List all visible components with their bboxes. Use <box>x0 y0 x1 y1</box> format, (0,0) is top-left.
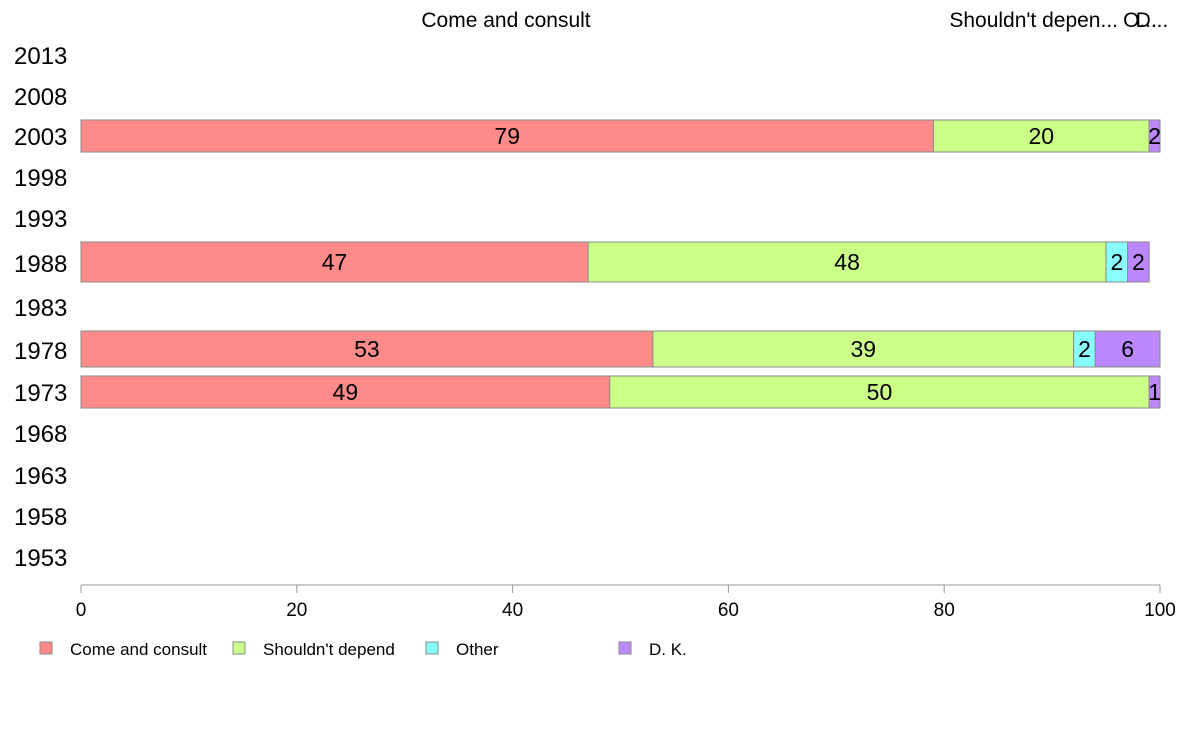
y-tick-label-1978: 1978 <box>14 338 67 365</box>
legend-label-3: D. K. <box>649 640 687 659</box>
data-label-1978-shouldn-t-depend: 39 <box>850 336 876 362</box>
y-axis-labels: 2013 2008 2003 1998 1993 1988 1983 1978 1973 1968… <box>14 43 67 572</box>
y-tick-label-1973: 1973 <box>14 380 67 407</box>
bar-1978-come-and-consult <box>80 330 654 368</box>
top-label-2: O... <box>1123 9 1157 32</box>
data-label-1973-come-and-consult: 49 <box>333 379 359 405</box>
data-label-1973-d-k-: 1 <box>1148 379 1161 405</box>
legend-swatch-0 <box>39 641 53 655</box>
x-tick-label-60: 60 <box>718 600 739 621</box>
data-label-1978-d-k-: 6 <box>1121 336 1134 362</box>
data-label-1988-come-and-consult: 47 <box>322 249 348 275</box>
x-tick-label-0: 0 <box>76 600 87 621</box>
bar-1988-d-k- <box>1127 241 1150 283</box>
top-label-3: D... <box>1136 9 1169 32</box>
legend-swatch-2 <box>425 641 439 655</box>
x-tick-label-20: 20 <box>286 600 307 621</box>
bar-1973-come-and-consult <box>80 375 611 409</box>
y-tick-label-1963: 1963 <box>14 463 67 490</box>
data-label-1988-d-k-: 2 <box>1132 249 1145 275</box>
y-tick-label-1998: 1998 <box>14 165 67 192</box>
x-tick-label-100: 100 <box>1144 600 1176 621</box>
data-label-1988-shouldn-t-depend: 48 <box>834 249 860 275</box>
legend: Come and consult Shouldn't depend Other D. … <box>39 640 687 659</box>
bar-2003-shouldn-t-depend <box>932 119 1150 153</box>
top-segment-labels: Come and consult Shouldn't depen... O...D.… <box>421 9 1168 32</box>
y-tick-label-2003: 2003 <box>14 124 67 151</box>
data-label-2003-d-k-: 2 <box>1148 123 1161 149</box>
data-label-1973-shouldn-t-depend: 50 <box>867 379 893 405</box>
legend-swatch-3 <box>618 641 632 655</box>
y-tick-label-1993: 1993 <box>14 206 67 233</box>
data-label-1988-other: 2 <box>1110 249 1123 275</box>
bar-1978-shouldn-t-depend <box>652 330 1075 368</box>
legend-label-0: Come and consult <box>70 640 207 659</box>
data-label-1978-come-and-consult: 53 <box>354 336 380 362</box>
bar-1978-d-k- <box>1094 330 1161 368</box>
legend-swatch-1 <box>232 641 246 655</box>
y-tick-label-1958: 1958 <box>14 504 67 531</box>
y-tick-label-2013: 2013 <box>14 43 67 70</box>
data-label-2003-come-and-consult: 79 <box>494 123 520 149</box>
top-label-1: Shouldn't depen... <box>949 9 1118 32</box>
y-tick-label-2008: 2008 <box>14 84 67 111</box>
legend-label-2: Other <box>456 640 499 659</box>
data-label-1978-other: 2 <box>1078 336 1091 362</box>
y-tick-label-1953: 1953 <box>14 545 67 572</box>
y-tick-label-1983: 1983 <box>14 295 67 322</box>
bar-2003-d-k- <box>1148 119 1161 153</box>
y-tick-label-1988: 1988 <box>14 251 67 278</box>
top-label-0: Come and consult <box>421 9 590 32</box>
legend-label-1: Shouldn't depend <box>263 640 395 659</box>
y-tick-label-1968: 1968 <box>14 421 67 448</box>
bars: 79 20 247 48 2 253 39 2 649 50 1 <box>80 119 1161 409</box>
x-axis: 0 20 40 60 80 100 <box>76 584 1176 621</box>
bar-1973-d-k- <box>1148 375 1161 409</box>
bar-1988-come-and-consult <box>80 241 589 283</box>
x-tick-label-80: 80 <box>934 600 955 621</box>
bar-1988-shouldn-t-depend <box>587 241 1107 283</box>
data-label-2003-shouldn-t-depend: 20 <box>1029 123 1055 149</box>
x-tick-label-40: 40 <box>502 600 523 621</box>
